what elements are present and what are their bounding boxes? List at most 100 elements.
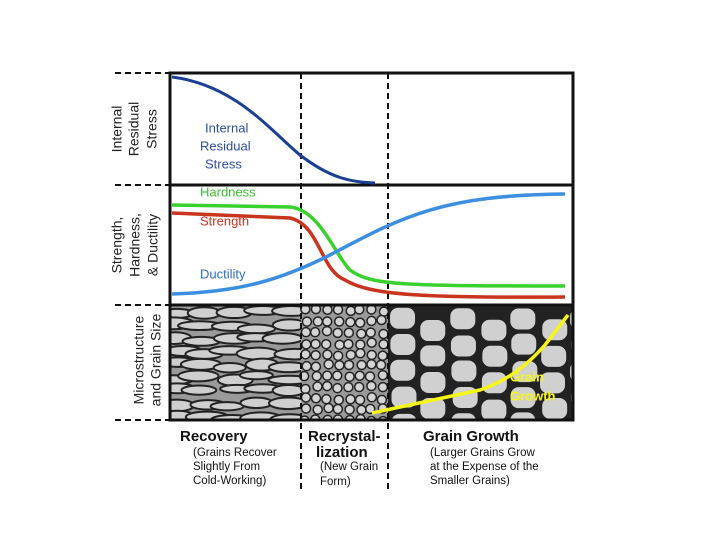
grain <box>378 328 389 340</box>
grain <box>321 393 332 405</box>
grain <box>354 370 365 381</box>
grain <box>390 307 416 329</box>
grain <box>366 337 377 348</box>
grain <box>540 372 566 394</box>
grain <box>354 317 366 329</box>
grain <box>300 349 311 360</box>
grain <box>420 397 446 419</box>
grain <box>333 316 345 327</box>
grain <box>344 371 355 382</box>
grain <box>345 316 356 328</box>
grain <box>377 381 389 393</box>
grain <box>238 370 274 381</box>
grain <box>376 314 387 326</box>
grain <box>420 345 446 367</box>
curve-label: Ductility <box>200 266 246 281</box>
grain <box>332 327 343 339</box>
grain <box>391 413 417 420</box>
grain <box>510 387 536 409</box>
grain <box>320 338 332 350</box>
grain <box>572 415 573 420</box>
grain <box>510 412 536 420</box>
grain <box>321 370 333 381</box>
grain <box>261 332 304 345</box>
stage-note: (New Grain <box>320 461 378 473</box>
grain <box>391 386 417 408</box>
grain <box>366 359 377 370</box>
grain <box>312 381 323 392</box>
grain <box>510 308 536 330</box>
grain <box>180 384 218 396</box>
stage-note: Cold-Working) <box>193 475 266 487</box>
curve-label: Internal <box>205 120 248 135</box>
grain-growth-curve <box>371 313 570 415</box>
grain <box>333 394 345 406</box>
grain <box>376 394 388 406</box>
grain <box>571 337 573 353</box>
grain <box>300 392 312 403</box>
grain <box>312 316 324 327</box>
grain <box>321 325 333 337</box>
grain <box>309 326 321 338</box>
grain <box>332 403 344 415</box>
grain <box>300 326 312 338</box>
grain <box>345 305 357 317</box>
grain <box>212 362 247 374</box>
row-label: and Grain Size <box>148 313 164 406</box>
grain <box>301 360 312 372</box>
grain <box>311 370 323 382</box>
grain <box>354 394 366 406</box>
stage-note: Slightly From <box>193 461 260 473</box>
grain <box>300 403 312 414</box>
grain <box>300 383 311 395</box>
grain <box>332 370 343 381</box>
grain <box>332 305 344 315</box>
curve-label: Strength <box>200 213 249 228</box>
grain <box>310 338 321 350</box>
grain <box>312 404 323 415</box>
grain <box>332 350 344 362</box>
grain <box>334 359 345 371</box>
grain <box>354 305 365 315</box>
grain <box>541 345 567 367</box>
stage-note: Form) <box>320 476 351 488</box>
row-label: & Ductility <box>145 214 161 276</box>
stage-title: lization <box>316 444 368 461</box>
row-label: Microstructure <box>131 315 147 404</box>
grain <box>334 339 345 351</box>
grain <box>353 381 365 393</box>
grain <box>366 392 378 403</box>
curve-label: Growth <box>510 388 556 403</box>
grain <box>366 349 378 361</box>
grain <box>420 371 446 393</box>
grain <box>310 305 322 315</box>
stage-note: at the Expense of the <box>430 461 539 473</box>
grain <box>571 390 573 406</box>
grain <box>323 402 334 414</box>
curve-label: Hardness <box>200 184 256 199</box>
grain <box>300 305 311 315</box>
curve-label: Stress <box>205 156 242 171</box>
grain <box>451 360 477 382</box>
grain <box>420 320 446 342</box>
row-label: Hardness, <box>127 213 143 277</box>
grain <box>356 359 367 371</box>
grain <box>356 404 367 416</box>
grain <box>365 327 376 338</box>
grain <box>344 404 355 415</box>
grain <box>209 401 245 412</box>
stage-note: (Grains Recover <box>193 447 277 459</box>
grain <box>390 359 416 381</box>
row-label: Internal <box>109 106 125 153</box>
stage-note: Smaller Grains) <box>430 475 510 487</box>
stress-curve <box>171 75 376 185</box>
grain <box>366 305 377 315</box>
grain <box>377 369 389 381</box>
curve-label: Residual <box>200 138 251 153</box>
grain <box>322 349 333 360</box>
grain <box>343 381 354 393</box>
grain <box>390 333 416 355</box>
grain <box>301 339 312 350</box>
grain <box>482 345 508 367</box>
